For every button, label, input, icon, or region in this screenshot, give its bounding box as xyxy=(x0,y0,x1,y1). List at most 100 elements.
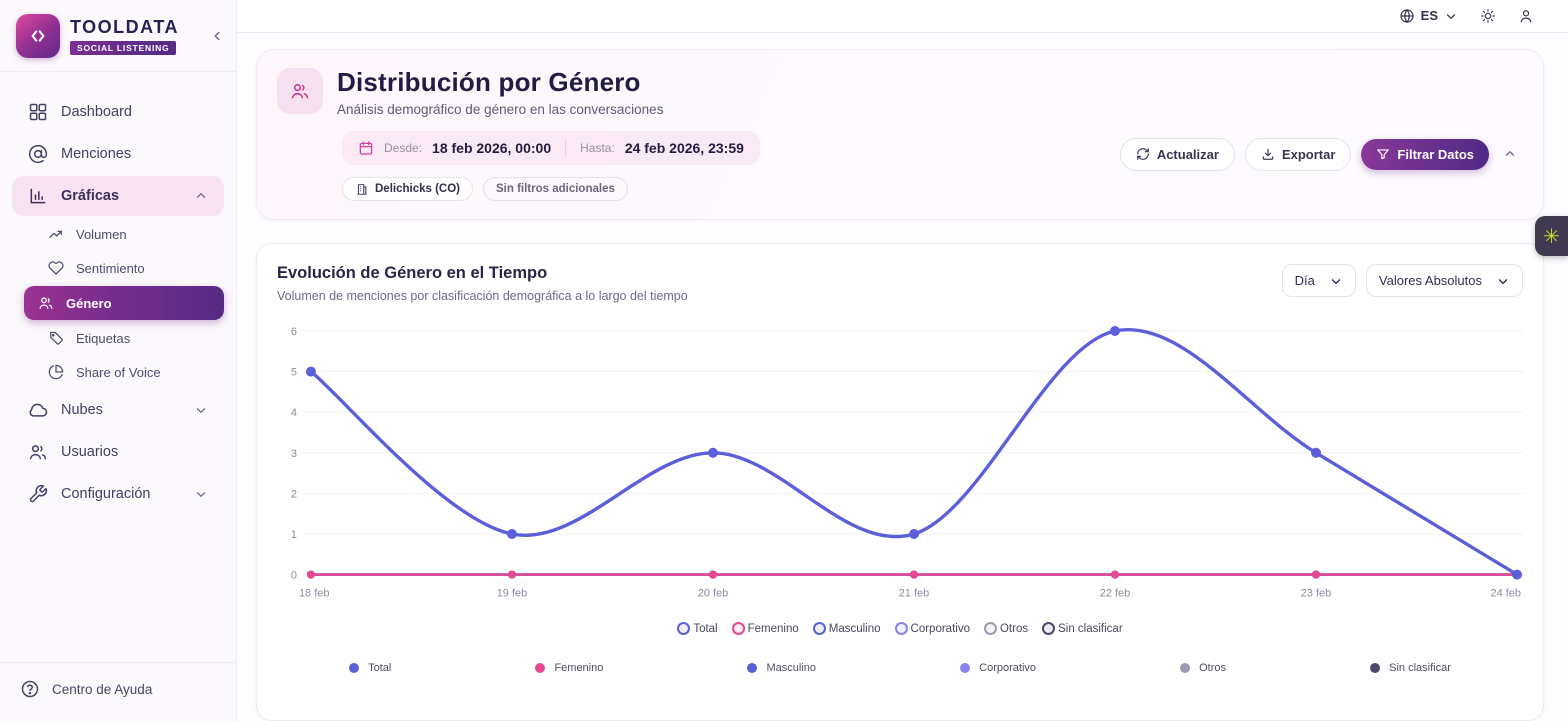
summary-legend-Total: Total xyxy=(349,662,391,674)
language-switcher[interactable]: ES xyxy=(1399,8,1458,24)
sidebar-item-dashboard[interactable]: Dashboard xyxy=(12,92,224,132)
sidebar-item-share-of-voice[interactable]: Share of Voice xyxy=(24,356,224,388)
data-point[interactable] xyxy=(1312,571,1320,580)
sidebar-item-sentimiento[interactable]: Sentimiento xyxy=(24,252,224,284)
refresh-button-label: Actualizar xyxy=(1156,146,1219,162)
chart-subtitle: Volumen de menciones por clasificación d… xyxy=(277,289,688,304)
y-tick-label: 3 xyxy=(291,448,297,460)
sidebar-item-etiquetas[interactable]: Etiquetas xyxy=(24,322,224,354)
sidebar-item-nubes[interactable]: Nubes xyxy=(12,390,224,430)
data-point[interactable] xyxy=(908,529,919,540)
user-menu-button[interactable] xyxy=(1518,8,1534,24)
date-from-label: Desde: xyxy=(384,141,423,156)
data-point[interactable] xyxy=(506,529,517,540)
sparkle-asterisk-icon: ✳ xyxy=(1543,225,1560,248)
x-tick-label: 19 feb xyxy=(497,588,528,600)
legend-dot-icon xyxy=(1370,663,1381,673)
legend-toggle-Otros[interactable]: Otros xyxy=(983,622,1028,635)
data-point[interactable] xyxy=(306,571,315,580)
summary-legend-Sin clasificar: Sin clasificar xyxy=(1370,662,1451,674)
help-circle-icon xyxy=(21,680,39,698)
value-mode-select[interactable]: Valores Absolutos xyxy=(1365,264,1523,298)
sidebar-item-configuracion[interactable]: Configuración xyxy=(12,474,224,514)
sidebar-item-label: Usuarios xyxy=(61,444,119,460)
legend-label: Corporativo xyxy=(979,662,1036,674)
chevron-up-icon xyxy=(196,193,206,198)
legend-label: Masculino xyxy=(766,662,817,674)
chevron-down-icon xyxy=(1331,279,1341,285)
legend-toggle-Femenino[interactable]: Femenino xyxy=(731,622,799,635)
data-point[interactable] xyxy=(909,571,918,580)
chevron-down-icon xyxy=(196,408,206,413)
filters-badge: Sin filtros adicionales xyxy=(483,177,628,202)
chevron-down-icon xyxy=(1446,14,1456,19)
legend-circle-icon xyxy=(731,622,745,635)
y-tick-label: 1 xyxy=(291,529,297,541)
x-tick-label: 20 feb xyxy=(698,588,729,600)
legend-dot-icon xyxy=(349,663,360,673)
granularity-select[interactable]: Día xyxy=(1281,264,1356,298)
brand-logo-icon xyxy=(16,14,60,58)
legend-toggle-Total[interactable]: Total xyxy=(677,622,718,635)
sidebar-item-volumen[interactable]: Volumen xyxy=(24,218,224,250)
data-point[interactable] xyxy=(1110,571,1119,580)
pie-chart-icon xyxy=(48,364,64,380)
dashboard-grid-icon xyxy=(29,103,47,121)
legend-dot-icon xyxy=(1180,663,1191,673)
chart-title: Evolución de Género en el Tiempo xyxy=(277,264,548,283)
filter-data-button[interactable]: Filtrar Datos xyxy=(1361,138,1489,170)
legend-toggle-Masculino[interactable]: Masculino xyxy=(812,622,881,635)
data-point[interactable] xyxy=(507,571,516,580)
legend-dot-icon xyxy=(960,663,971,673)
export-button[interactable]: Exportar xyxy=(1244,137,1352,171)
legend-dot-icon xyxy=(747,663,758,673)
legend-circle-icon xyxy=(894,622,908,635)
x-tick-label: 23 feb xyxy=(1301,588,1332,600)
funnel-icon xyxy=(1377,149,1390,160)
legend-label: Otros xyxy=(1199,662,1227,674)
legend-label: Sin clasificar xyxy=(1389,662,1451,674)
date-range-pill[interactable]: Desde: 18 feb 2026, 00:00 Hasta: 24 feb … xyxy=(342,131,760,166)
sidebar-item-label: Gráficas xyxy=(61,188,120,204)
brand-name: TOOLDATA xyxy=(70,17,179,37)
sidebar-collapse-button[interactable] xyxy=(208,27,226,45)
data-point[interactable] xyxy=(1512,570,1522,581)
cloud-icon xyxy=(29,403,48,417)
data-point[interactable] xyxy=(1109,326,1120,337)
data-point[interactable] xyxy=(708,571,717,580)
line-chart[interactable]: 0 1 2 3 4 5 6 18 feb 19 feb 20 feb 21 feb 22 feb 23 … xyxy=(277,317,1523,614)
sidebar-item-label: Género xyxy=(66,295,112,311)
sidebar-item-graficas[interactable]: Gráficas xyxy=(12,176,224,216)
y-tick-label: 2 xyxy=(291,489,297,501)
sidebar-item-genero[interactable]: Género xyxy=(24,286,224,320)
sidebar-item-label: Nubes xyxy=(61,402,103,418)
sidebar-footer: Centro de Ayuda xyxy=(0,662,236,721)
summary-legend-Otros: Otros xyxy=(1180,662,1226,674)
refresh-button[interactable]: Actualizar xyxy=(1119,137,1235,171)
legend-label: Masculino xyxy=(828,622,881,635)
legend-toggle-Corporativo[interactable]: Corporativo xyxy=(894,622,970,635)
x-tick-label: 24 feb xyxy=(1491,588,1522,600)
date-from-value: 18 feb 2026, 00:00 xyxy=(432,140,552,157)
heart-icon xyxy=(48,261,64,275)
data-point[interactable] xyxy=(305,367,316,378)
scope-badge[interactable]: Delichicks (CO) xyxy=(342,177,473,202)
legend-toggle-Sin clasificar[interactable]: Sin clasificar xyxy=(1042,622,1123,635)
download-icon xyxy=(1262,149,1274,161)
gender-icon xyxy=(277,67,323,114)
data-point[interactable] xyxy=(1311,448,1321,459)
chevron-down-icon xyxy=(196,492,206,497)
users-icon xyxy=(39,297,53,309)
sidebar-item-usuarios[interactable]: Usuarios xyxy=(12,432,224,472)
sidebar-item-menciones[interactable]: Menciones xyxy=(12,134,224,174)
at-sign-icon xyxy=(28,144,48,164)
globe-icon xyxy=(1400,9,1414,23)
theme-toggle-button[interactable] xyxy=(1480,8,1496,24)
help-center-link[interactable]: Centro de Ayuda xyxy=(20,679,216,699)
collapse-header-button[interactable] xyxy=(1499,143,1521,165)
assistant-widget-button[interactable]: ✳ xyxy=(1535,216,1568,256)
date-to-value: 24 feb 2026, 23:59 xyxy=(624,140,744,157)
export-button-label: Exportar xyxy=(1281,146,1336,162)
data-point[interactable] xyxy=(707,448,718,459)
legend-label: Total xyxy=(693,622,718,635)
